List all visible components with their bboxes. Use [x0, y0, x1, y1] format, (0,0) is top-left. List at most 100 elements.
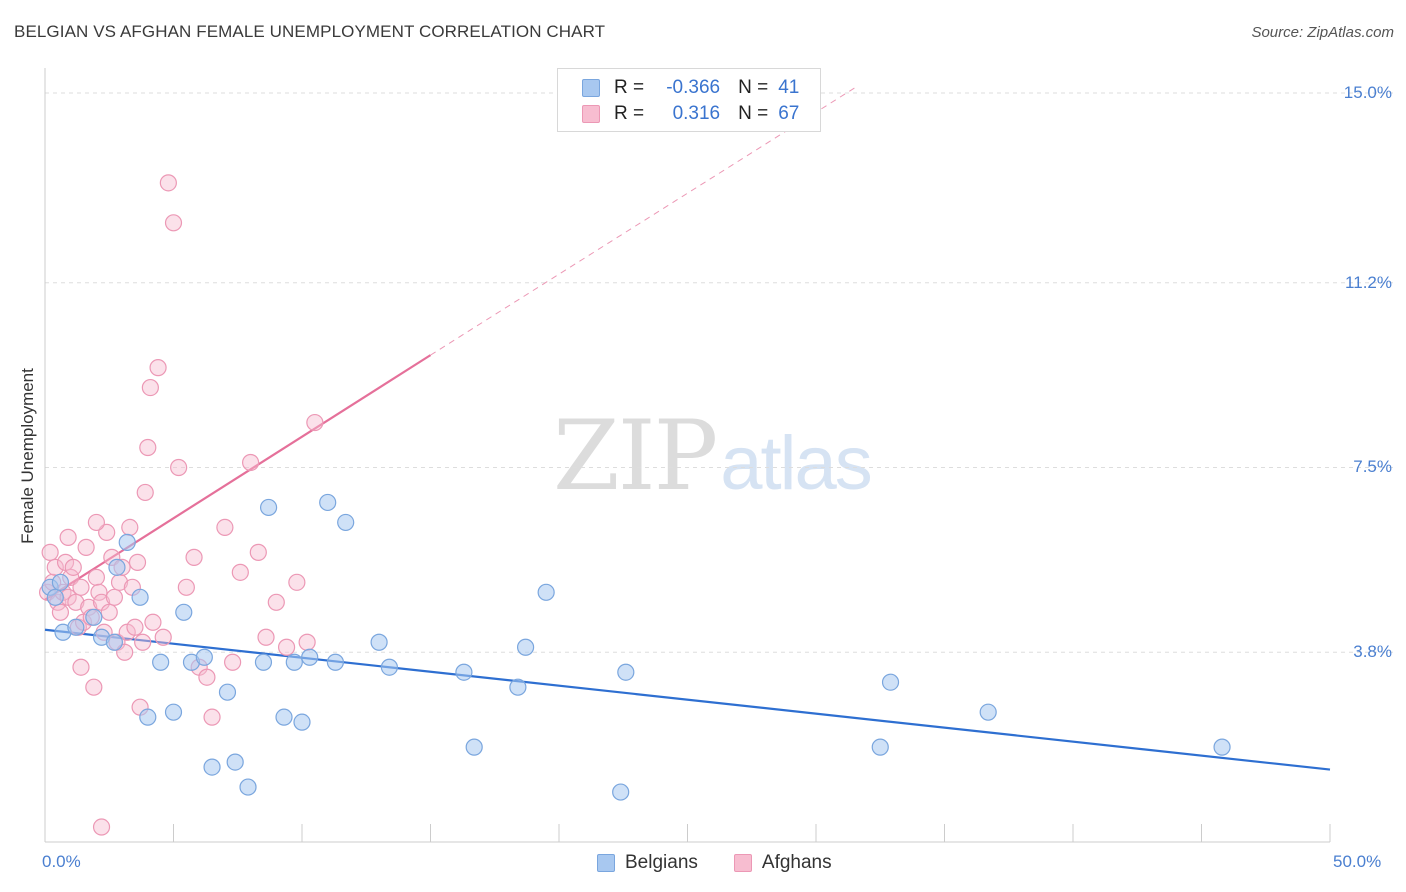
- afghans-point: [59, 528, 77, 546]
- afghans-point: [90, 583, 108, 601]
- belgians-point: [105, 633, 123, 651]
- afghans-point: [136, 483, 154, 502]
- series-legend: Belgians Afghans: [597, 852, 868, 874]
- belgians-point: [979, 703, 997, 721]
- afghans-point: [41, 543, 59, 561]
- legend-item-afghans[interactable]: Afghans: [733, 852, 832, 874]
- afghans-legend-swatch: [733, 854, 752, 872]
- y-axis-title: Female Unemployment: [18, 368, 37, 544]
- afghans-point: [224, 653, 242, 671]
- y-tick-label: 11.2%: [1345, 272, 1392, 292]
- belgians-point: [537, 583, 555, 601]
- belgians-point: [516, 638, 535, 656]
- afghans-point: [92, 818, 111, 836]
- afghans-point: [198, 668, 216, 686]
- afghans-point: [144, 613, 162, 631]
- belgians-point: [226, 753, 244, 771]
- afghans-point: [85, 678, 103, 696]
- y-tick-label: 3.8%: [1353, 642, 1392, 662]
- belgians-r-label: R =: [614, 77, 645, 98]
- belgians-point: [195, 648, 213, 666]
- belgians-legend-label: Belgians: [625, 852, 698, 873]
- afghans-point: [139, 438, 157, 457]
- afghans-point: [87, 568, 106, 586]
- belgians-point: [380, 658, 398, 676]
- afghans-point: [154, 628, 172, 646]
- afghans-point: [164, 214, 183, 232]
- points-layer: [38, 174, 1231, 836]
- belgians-point: [465, 738, 483, 756]
- afghans-trend-line: [44, 354, 432, 601]
- trend-layer: [44, 87, 1331, 771]
- legend-row-afghans: R = 0.316 N = 67: [582, 103, 799, 125]
- afghans-point: [249, 543, 267, 561]
- belgians-n-label: N =: [738, 77, 769, 98]
- belgians-point: [455, 663, 473, 681]
- afghans-point: [72, 578, 90, 596]
- belgians-point: [275, 708, 293, 726]
- afghans-point: [100, 603, 118, 621]
- belgians-n-value: 41: [778, 77, 800, 98]
- afghans-point: [231, 563, 249, 581]
- source-label: Source: ZipAtlas.com: [1251, 24, 1394, 41]
- belgians-point: [118, 533, 136, 551]
- y-tick-label: 7.5%: [1353, 457, 1392, 477]
- afghans-point: [306, 413, 324, 432]
- belgians-point: [293, 713, 311, 731]
- afghans-point: [242, 453, 260, 472]
- belgians-swatch: [582, 79, 600, 97]
- belgians-point: [239, 778, 257, 796]
- afghans-point: [105, 588, 123, 606]
- chart-title: BELGIAN VS AFGHAN FEMALE UNEMPLOYMENT CO…: [14, 22, 606, 41]
- belgians-point: [612, 783, 630, 801]
- afghans-point: [159, 174, 177, 192]
- afghans-point: [128, 553, 147, 571]
- afghans-point: [267, 593, 285, 611]
- belgians-point: [881, 673, 900, 691]
- afghans-point: [288, 573, 306, 591]
- belgians-point: [319, 493, 337, 512]
- legend-row-belgians: R = -0.366 N = 41: [582, 77, 799, 99]
- afghans-n-label: N =: [738, 103, 769, 124]
- belgians-point: [164, 703, 183, 721]
- afghans-n-value: 67: [778, 103, 800, 124]
- belgians-point: [67, 618, 85, 636]
- afghans-r-value: 0.316: [672, 103, 721, 124]
- belgians-point: [326, 653, 345, 671]
- afghans-point: [185, 548, 203, 566]
- belgians-point: [285, 653, 303, 671]
- belgians-point: [370, 633, 388, 651]
- afghans-point: [87, 513, 106, 532]
- belgians-point: [131, 588, 149, 606]
- belgians-point: [509, 678, 527, 696]
- belgians-r-value: -0.366: [666, 77, 721, 98]
- afghans-point: [134, 633, 152, 651]
- afghans-point: [126, 618, 144, 636]
- afghans-r-label: R =: [614, 103, 645, 124]
- afghans-point: [98, 523, 116, 542]
- afghans-point: [116, 643, 134, 661]
- afghans-point: [46, 558, 64, 576]
- belgians-point: [108, 558, 126, 576]
- afghans-point: [298, 633, 316, 651]
- belgians-point: [152, 653, 170, 671]
- x-tick-max: 50.0%: [1333, 852, 1382, 871]
- afghans-legend-label: Afghans: [761, 852, 832, 873]
- afghans-point: [64, 558, 82, 576]
- belgians-point: [175, 603, 193, 621]
- belgians-legend-swatch: [597, 854, 615, 872]
- afghans-point: [177, 578, 195, 596]
- belgians-point: [203, 758, 221, 776]
- belgians-point: [139, 708, 157, 726]
- afghans-point: [51, 603, 70, 621]
- afghans-point: [203, 708, 221, 726]
- afghans-point: [141, 378, 159, 397]
- afghans-point: [216, 518, 234, 537]
- legend-item-belgians[interactable]: Belgians: [597, 852, 698, 874]
- belgians-point: [218, 683, 237, 701]
- axis-layer: [44, 68, 1331, 843]
- belgians-point: [301, 648, 319, 666]
- x-tick-min: 0.0%: [42, 852, 81, 871]
- belgians-point: [51, 573, 70, 591]
